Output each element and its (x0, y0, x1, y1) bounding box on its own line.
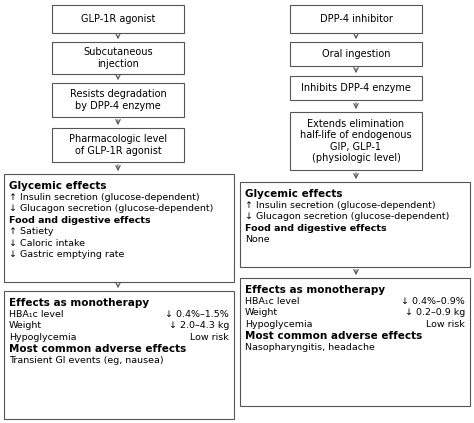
Text: Most common adverse effects: Most common adverse effects (245, 331, 422, 341)
Text: Food and digestive effects: Food and digestive effects (245, 223, 387, 233)
Text: Resists degradation
by DPP-4 enzyme: Resists degradation by DPP-4 enzyme (70, 89, 166, 111)
Text: Subcutaneous
injection: Subcutaneous injection (83, 47, 153, 69)
Text: Low risk: Low risk (426, 319, 465, 329)
FancyBboxPatch shape (4, 291, 234, 419)
Text: None: None (245, 235, 270, 244)
FancyBboxPatch shape (240, 182, 470, 267)
Text: Weight: Weight (9, 321, 42, 330)
Text: ↓ Gastric emptying rate: ↓ Gastric emptying rate (9, 250, 124, 259)
Text: ↑ Insulin secretion (glucose-dependent): ↑ Insulin secretion (glucose-dependent) (245, 201, 436, 209)
Text: ↓ 0.2–0.9 kg: ↓ 0.2–0.9 kg (405, 308, 465, 317)
Text: GLP-1R agonist: GLP-1R agonist (81, 14, 155, 24)
FancyBboxPatch shape (52, 83, 184, 117)
Text: ↓ Glucagon secretion (glucose-dependent): ↓ Glucagon secretion (glucose-dependent) (245, 212, 449, 221)
FancyBboxPatch shape (52, 128, 184, 162)
FancyBboxPatch shape (52, 42, 184, 74)
Text: ↑ Satiety: ↑ Satiety (9, 227, 54, 236)
FancyBboxPatch shape (240, 278, 470, 406)
Text: Effects as monotherapy: Effects as monotherapy (245, 285, 385, 295)
Text: Pharmacologic level
of GLP-1R agonist: Pharmacologic level of GLP-1R agonist (69, 134, 167, 156)
Text: Oral ingestion: Oral ingestion (322, 49, 390, 59)
Text: Hypoglycemia: Hypoglycemia (9, 332, 76, 341)
Text: ↓ 0.4%–1.5%: ↓ 0.4%–1.5% (165, 310, 229, 319)
Text: ↓ Glucagon secretion (glucose-dependent): ↓ Glucagon secretion (glucose-dependent) (9, 204, 213, 213)
Text: Hypoglycemia: Hypoglycemia (245, 319, 312, 329)
FancyBboxPatch shape (4, 174, 234, 282)
Text: Effects as monotherapy: Effects as monotherapy (9, 298, 149, 308)
FancyBboxPatch shape (290, 42, 422, 66)
Text: Weight: Weight (245, 308, 278, 317)
Text: ↓ 2.0–4.3 kg: ↓ 2.0–4.3 kg (169, 321, 229, 330)
Text: ↑ Insulin secretion (glucose-dependent): ↑ Insulin secretion (glucose-dependent) (9, 192, 200, 201)
Text: Food and digestive effects: Food and digestive effects (9, 215, 151, 225)
Text: Glycemic effects: Glycemic effects (9, 181, 107, 191)
Text: Transient GI events (eg, nausea): Transient GI events (eg, nausea) (9, 355, 164, 365)
Text: HBA₁c level: HBA₁c level (245, 297, 300, 305)
Text: Low risk: Low risk (190, 332, 229, 341)
FancyBboxPatch shape (52, 5, 184, 33)
Text: Nasopharyngitis, headache: Nasopharyngitis, headache (245, 343, 375, 352)
Text: ↓ 0.4%–0.9%: ↓ 0.4%–0.9% (401, 297, 465, 305)
Text: Inhibits DPP-4 enzyme: Inhibits DPP-4 enzyme (301, 83, 411, 93)
Text: Glycemic effects: Glycemic effects (245, 189, 343, 199)
FancyBboxPatch shape (290, 76, 422, 100)
Text: HBA₁c level: HBA₁c level (9, 310, 64, 319)
Text: DPP-4 inhibitor: DPP-4 inhibitor (319, 14, 392, 24)
Text: ↓ Caloric intake: ↓ Caloric intake (9, 239, 85, 247)
FancyBboxPatch shape (290, 5, 422, 33)
FancyBboxPatch shape (290, 112, 422, 170)
Text: Most common adverse effects: Most common adverse effects (9, 344, 186, 354)
Text: Extends elimination
half-life of endogenous
GIP, GLP-1
(physiologic level): Extends elimination half-life of endogen… (300, 118, 412, 163)
